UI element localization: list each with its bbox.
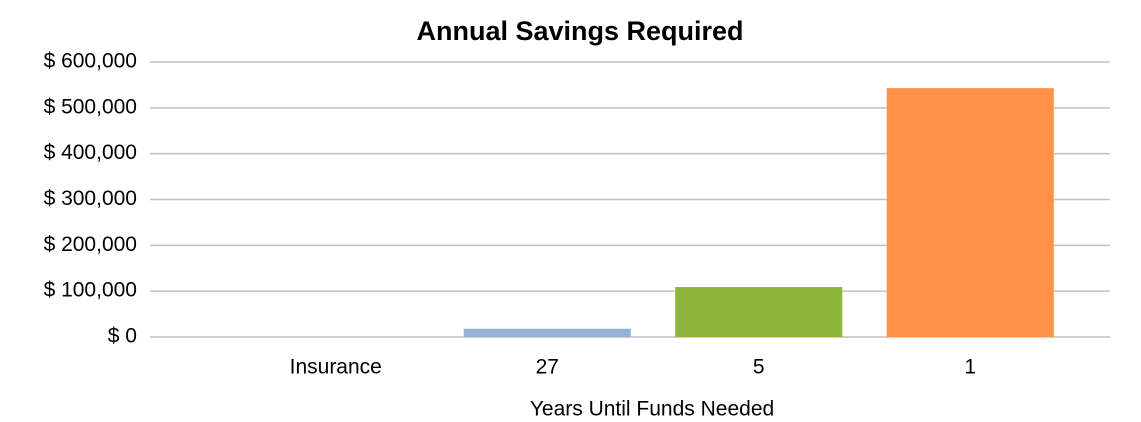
x-tick-label: 27 bbox=[536, 356, 559, 379]
y-tick-label: $ 0 bbox=[108, 325, 137, 348]
x-axis-label: Years Until Funds Needed bbox=[530, 398, 774, 421]
chart-title: Annual Savings Required bbox=[416, 16, 743, 46]
bar bbox=[675, 287, 843, 337]
y-tick-label: $ 400,000 bbox=[44, 141, 137, 164]
bar bbox=[886, 88, 1054, 337]
y-tick-label: $ 500,000 bbox=[44, 95, 137, 118]
bar bbox=[463, 328, 631, 337]
x-tick-label: 1 bbox=[964, 356, 976, 379]
y-tick-label: $ 300,000 bbox=[44, 187, 137, 210]
y-tick-label: $ 100,000 bbox=[44, 279, 137, 302]
x-tick-label: Insurance bbox=[290, 356, 382, 379]
x-tick-label: 5 bbox=[753, 356, 765, 379]
y-tick-label: $ 200,000 bbox=[44, 233, 137, 256]
y-tick-label: $ 600,000 bbox=[44, 50, 137, 73]
